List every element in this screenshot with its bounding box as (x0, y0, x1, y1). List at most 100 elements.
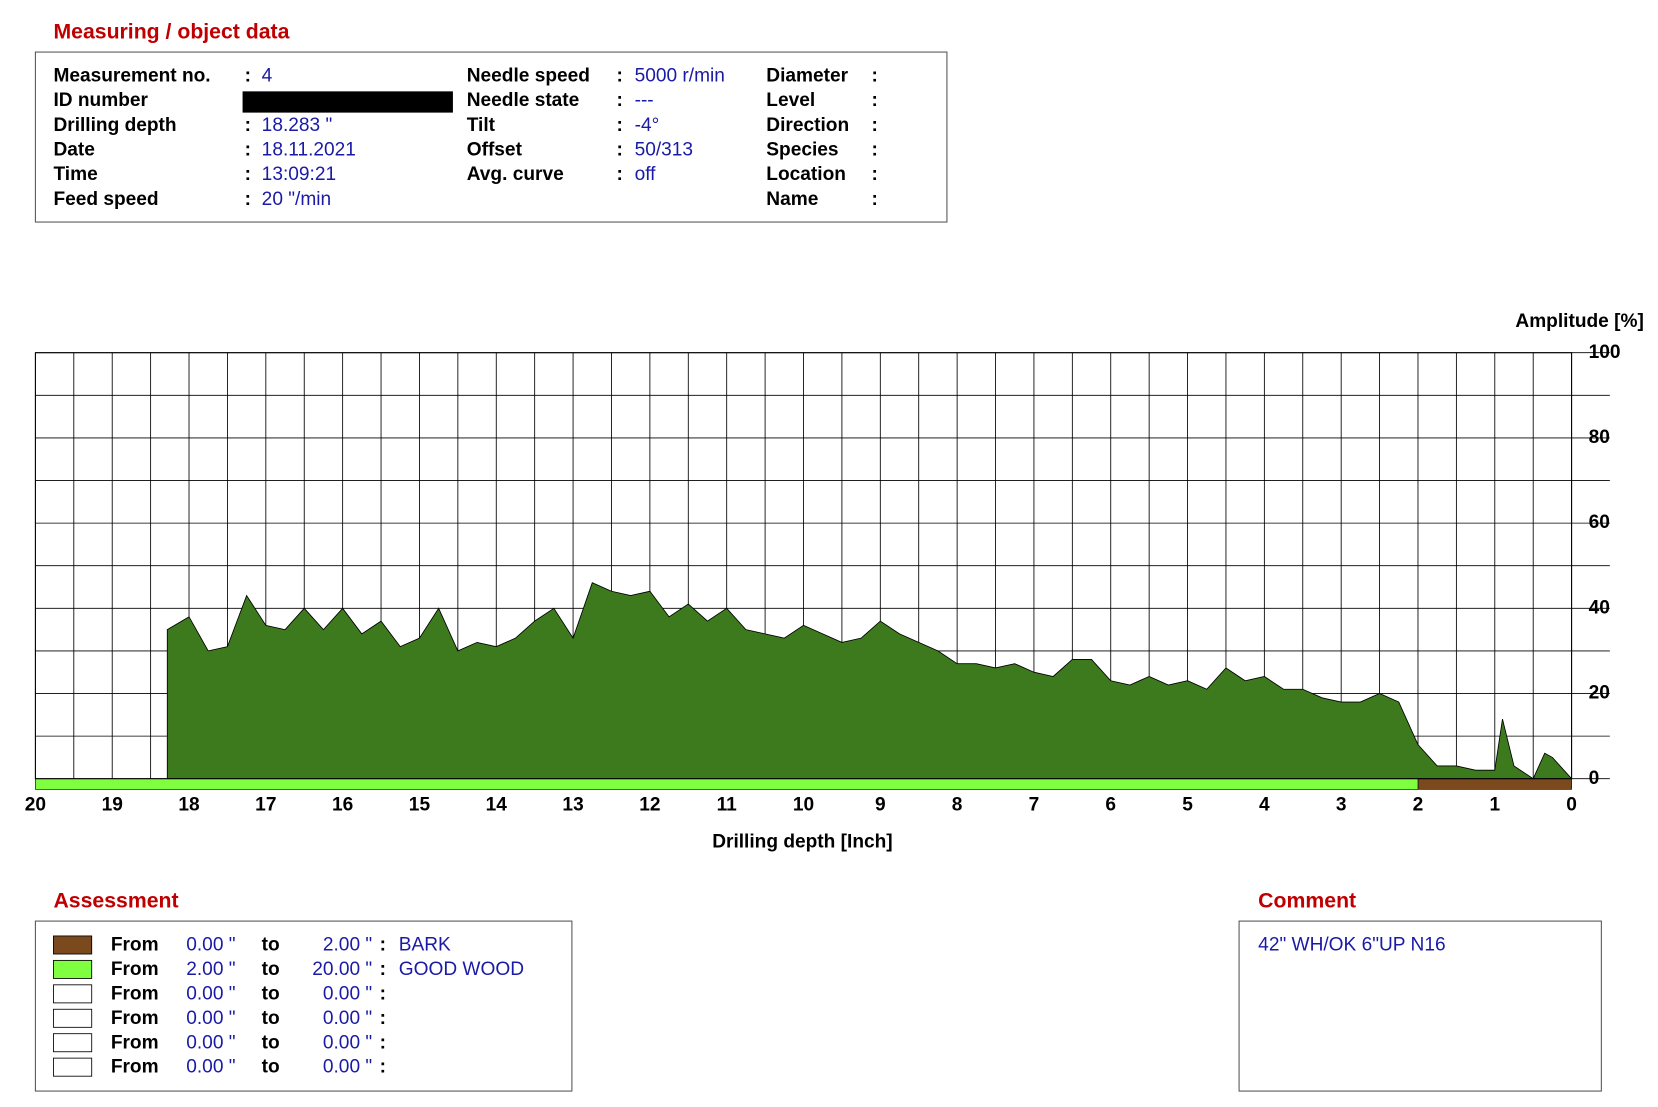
legend-swatch (53, 959, 93, 979)
to-value: 0.00 " (323, 983, 372, 1004)
y-tick-label: 40 (1589, 597, 1610, 618)
field-value: 50/313 (635, 139, 693, 160)
separator: : (871, 90, 877, 111)
field-label: Date (53, 139, 94, 160)
field-value: 18.11.2021 (262, 139, 356, 160)
field-label: ID number (53, 90, 148, 111)
field-value: -4° (635, 115, 660, 136)
to-value: 0.00 " (323, 1057, 372, 1078)
to-value: 2.00 " (323, 935, 372, 956)
x-tick-label: 13 (562, 794, 583, 815)
field-label: Feed speed (53, 189, 158, 210)
field-label: Location (766, 164, 846, 185)
y-tick-label: 0 (1589, 768, 1600, 789)
from-value: 2.00 " (186, 959, 235, 980)
comment-text: 42" WH/OK 6"UP N16 (1258, 935, 1445, 956)
field-value: 5000 r/min (635, 66, 725, 87)
y-tick-label: 60 (1589, 512, 1610, 533)
legend-swatch (53, 1033, 93, 1053)
assessment-box (34, 920, 573, 1092)
x-tick-label: 10 (793, 794, 814, 815)
field-label: Offset (467, 139, 523, 160)
from-word: From (111, 983, 159, 1004)
separator: : (380, 935, 386, 956)
separator: : (871, 189, 877, 210)
x-tick-label: 18 (178, 794, 200, 815)
x-tick-label: 3 (1336, 794, 1347, 815)
separator: : (871, 66, 877, 87)
separator: : (380, 1032, 386, 1053)
from-value: 0.00 " (186, 1032, 235, 1053)
x-tick-label: 7 (1029, 794, 1040, 815)
separator: : (245, 164, 251, 185)
x-tick-label: 9 (875, 794, 886, 815)
field-value: off (635, 164, 657, 185)
x-tick-label: 11 (717, 794, 738, 815)
separator: : (380, 1008, 386, 1029)
separator: : (245, 90, 251, 111)
y-tick-label: 100 (1589, 342, 1621, 363)
separator: : (617, 90, 623, 111)
x-tick-label: 0 (1566, 794, 1577, 815)
comment-box (1238, 920, 1602, 1092)
x-tick-label: 12 (639, 794, 660, 815)
to-word: to (262, 935, 280, 956)
x-tick-label: 16 (332, 794, 353, 815)
field-label: Measurement no. (53, 66, 210, 87)
assessment-label: GOOD WOOD (399, 959, 524, 980)
separator: : (380, 1057, 386, 1078)
from-word: From (111, 1032, 159, 1053)
legend-swatch (53, 935, 93, 955)
to-word: to (262, 983, 280, 1004)
x-tick-label: 17 (255, 794, 276, 815)
to-value: 0.00 " (323, 1008, 372, 1029)
y-tick-label: 80 (1589, 427, 1610, 448)
from-word: From (111, 1057, 159, 1078)
field-value: 20 "/min (262, 189, 331, 210)
separator: : (617, 164, 623, 185)
section-title: Assessment (53, 889, 178, 913)
field-label: Avg. curve (467, 164, 564, 185)
field-label: Name (766, 189, 818, 210)
separator: : (617, 115, 623, 136)
field-value: 4 (262, 66, 273, 87)
separator: : (617, 66, 623, 87)
field-value: --- (635, 90, 654, 111)
amplitude-area (166, 582, 1573, 780)
separator: : (380, 983, 386, 1004)
field-label: Tilt (467, 115, 496, 136)
field-label: Direction (766, 115, 849, 136)
field-label: Species (766, 139, 838, 160)
assessment-band (1417, 778, 1572, 790)
x-axis-title: Drilling depth [Inch] (712, 832, 892, 853)
to-value: 0.00 " (323, 1032, 372, 1053)
separator: : (245, 66, 251, 87)
to-word: to (262, 959, 280, 980)
x-tick-label: 1 (1489, 794, 1500, 815)
legend-swatch (53, 1057, 93, 1077)
separator: : (617, 139, 623, 160)
to-value: 20.00 " (312, 959, 372, 980)
field-label: Needle state (467, 90, 580, 111)
field-label: Drilling depth (53, 115, 176, 136)
to-word: to (262, 1008, 280, 1029)
from-value: 0.00 " (186, 1057, 235, 1078)
x-tick-label: 6 (1105, 794, 1116, 815)
separator: : (871, 164, 877, 185)
field-label: Needle speed (467, 66, 590, 87)
field-value: 18.283 " (262, 115, 333, 136)
separator: : (871, 139, 877, 160)
field-value: 13:09:21 (262, 164, 336, 185)
y-axis-title: Amplitude [%] (1515, 311, 1643, 332)
legend-swatch (53, 1008, 93, 1028)
section-title: Comment (1258, 889, 1356, 913)
from-value: 0.00 " (186, 983, 235, 1004)
y-tick-label: 20 (1589, 683, 1610, 704)
field-label: Diameter (766, 66, 848, 87)
from-word: From (111, 935, 159, 956)
from-word: From (111, 1008, 159, 1029)
assessment-label: BARK (399, 935, 451, 956)
x-tick-label: 5 (1182, 794, 1193, 815)
